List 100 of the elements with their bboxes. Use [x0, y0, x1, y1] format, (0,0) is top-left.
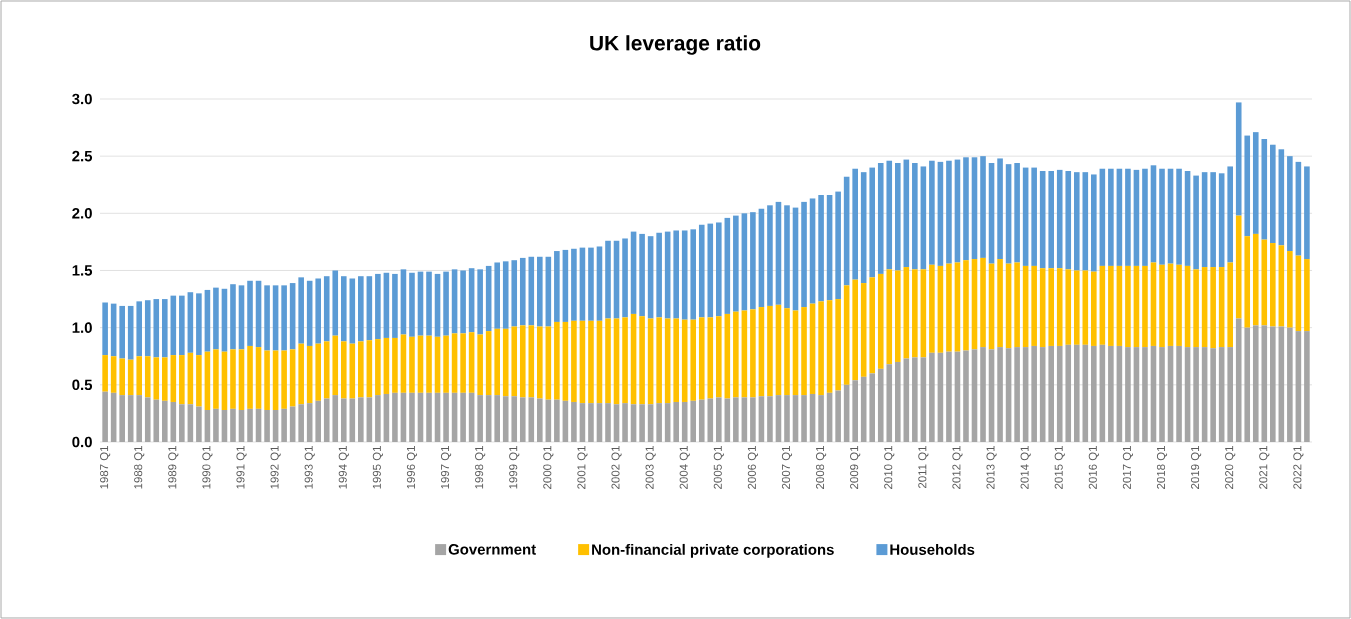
bar: [1261, 325, 1268, 442]
bar: [1091, 174, 1097, 272]
bar: [443, 392, 449, 442]
bar: [698, 224, 705, 318]
bar: [681, 319, 688, 402]
bar: [963, 350, 969, 442]
bar: [750, 212, 756, 310]
y-tick-label: 2.0: [72, 208, 92, 219]
bar: [801, 307, 807, 396]
bar: [716, 222, 722, 317]
bar: [1056, 268, 1063, 346]
bar: [639, 404, 645, 442]
bar: [1261, 139, 1268, 240]
bar: [1244, 236, 1251, 328]
bar: [698, 317, 705, 400]
bar: [1056, 169, 1063, 269]
bar: [1031, 167, 1037, 266]
bar: [698, 399, 705, 442]
bar: [323, 341, 330, 399]
x-tick-label: 2008 Q1: [816, 446, 827, 489]
bar: [852, 168, 858, 280]
x-tick-label: 1988 Q1: [134, 446, 145, 489]
bar: [929, 352, 935, 442]
bar: [1014, 347, 1020, 442]
bar: [656, 403, 662, 442]
bar: [605, 403, 611, 442]
bar: [511, 326, 518, 397]
bar: [519, 325, 526, 398]
bar: [741, 397, 748, 442]
bar: [537, 326, 543, 399]
bar: [281, 350, 287, 409]
bar: [315, 400, 322, 442]
bar: [196, 406, 202, 442]
bar: [1142, 265, 1148, 348]
bar: [1014, 262, 1020, 348]
bar: [477, 269, 483, 335]
bar: [639, 316, 645, 405]
bar: [733, 311, 739, 398]
bar: [315, 278, 322, 344]
bar: [161, 400, 168, 442]
bar: [409, 272, 415, 337]
bar: [1227, 166, 1233, 263]
bar: [1065, 344, 1072, 442]
bar: [954, 262, 961, 352]
bar: [136, 395, 143, 442]
bar: [289, 349, 296, 407]
bar: [460, 270, 466, 334]
bar: [230, 349, 236, 409]
bar: [187, 404, 194, 442]
bar: [1073, 344, 1080, 442]
bar: [1218, 173, 1225, 268]
bar: [647, 404, 654, 442]
bar: [877, 368, 884, 442]
bar: [102, 302, 108, 356]
y-tick-label: 3.0: [72, 93, 92, 105]
bar: [860, 283, 867, 377]
y-tick-label: 0.5: [72, 379, 93, 391]
x-tick-label: 2011 Q1: [918, 446, 929, 489]
bar: [332, 335, 339, 396]
bar: [758, 396, 765, 442]
x-tick-label: 1991 Q1: [236, 446, 247, 489]
bar: [707, 223, 714, 318]
bar: [409, 336, 415, 393]
bar: [929, 264, 935, 353]
bar: [681, 230, 688, 320]
bar: [537, 398, 543, 442]
bar: [247, 345, 253, 409]
x-tick-label: 1993 Q1: [304, 446, 315, 489]
bar: [894, 270, 901, 362]
bar: [716, 397, 722, 442]
bar: [528, 397, 535, 442]
bar: [605, 240, 611, 319]
bar: [1048, 171, 1055, 269]
bar: [1142, 347, 1148, 442]
bar: [213, 349, 219, 409]
x-tick-label: 2006 Q1: [747, 446, 758, 489]
bar: [852, 279, 858, 381]
y-tick-label: 1.5: [72, 265, 93, 276]
x-tick-label: 2014 Q1: [1020, 446, 1031, 489]
bar: [1031, 265, 1037, 346]
bar: [272, 285, 279, 351]
bar: [1005, 348, 1012, 442]
bar: [136, 356, 143, 396]
x-tick-label: 1987 Q1: [100, 446, 111, 489]
bar: [622, 317, 628, 404]
x-tick-label: 1995 Q1: [372, 446, 383, 489]
bar: [392, 392, 398, 442]
bar: [298, 404, 304, 442]
bar: [264, 350, 270, 410]
bar: [801, 201, 807, 308]
bar: [673, 318, 679, 402]
bar: [281, 408, 287, 442]
bar: [238, 349, 245, 410]
bar: [426, 271, 432, 336]
bar: [375, 339, 381, 396]
bar: [1287, 251, 1293, 328]
x-tick-label: 2010 Q1: [884, 446, 895, 489]
bar: [1014, 163, 1020, 263]
bar: [1056, 345, 1063, 442]
bar: [1227, 347, 1233, 442]
